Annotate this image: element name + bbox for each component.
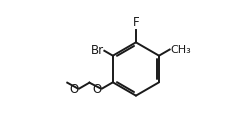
- Text: Br: Br: [90, 44, 104, 57]
- Text: O: O: [92, 83, 102, 96]
- Text: CH₃: CH₃: [170, 45, 191, 55]
- Text: F: F: [132, 16, 139, 29]
- Text: O: O: [70, 83, 79, 96]
